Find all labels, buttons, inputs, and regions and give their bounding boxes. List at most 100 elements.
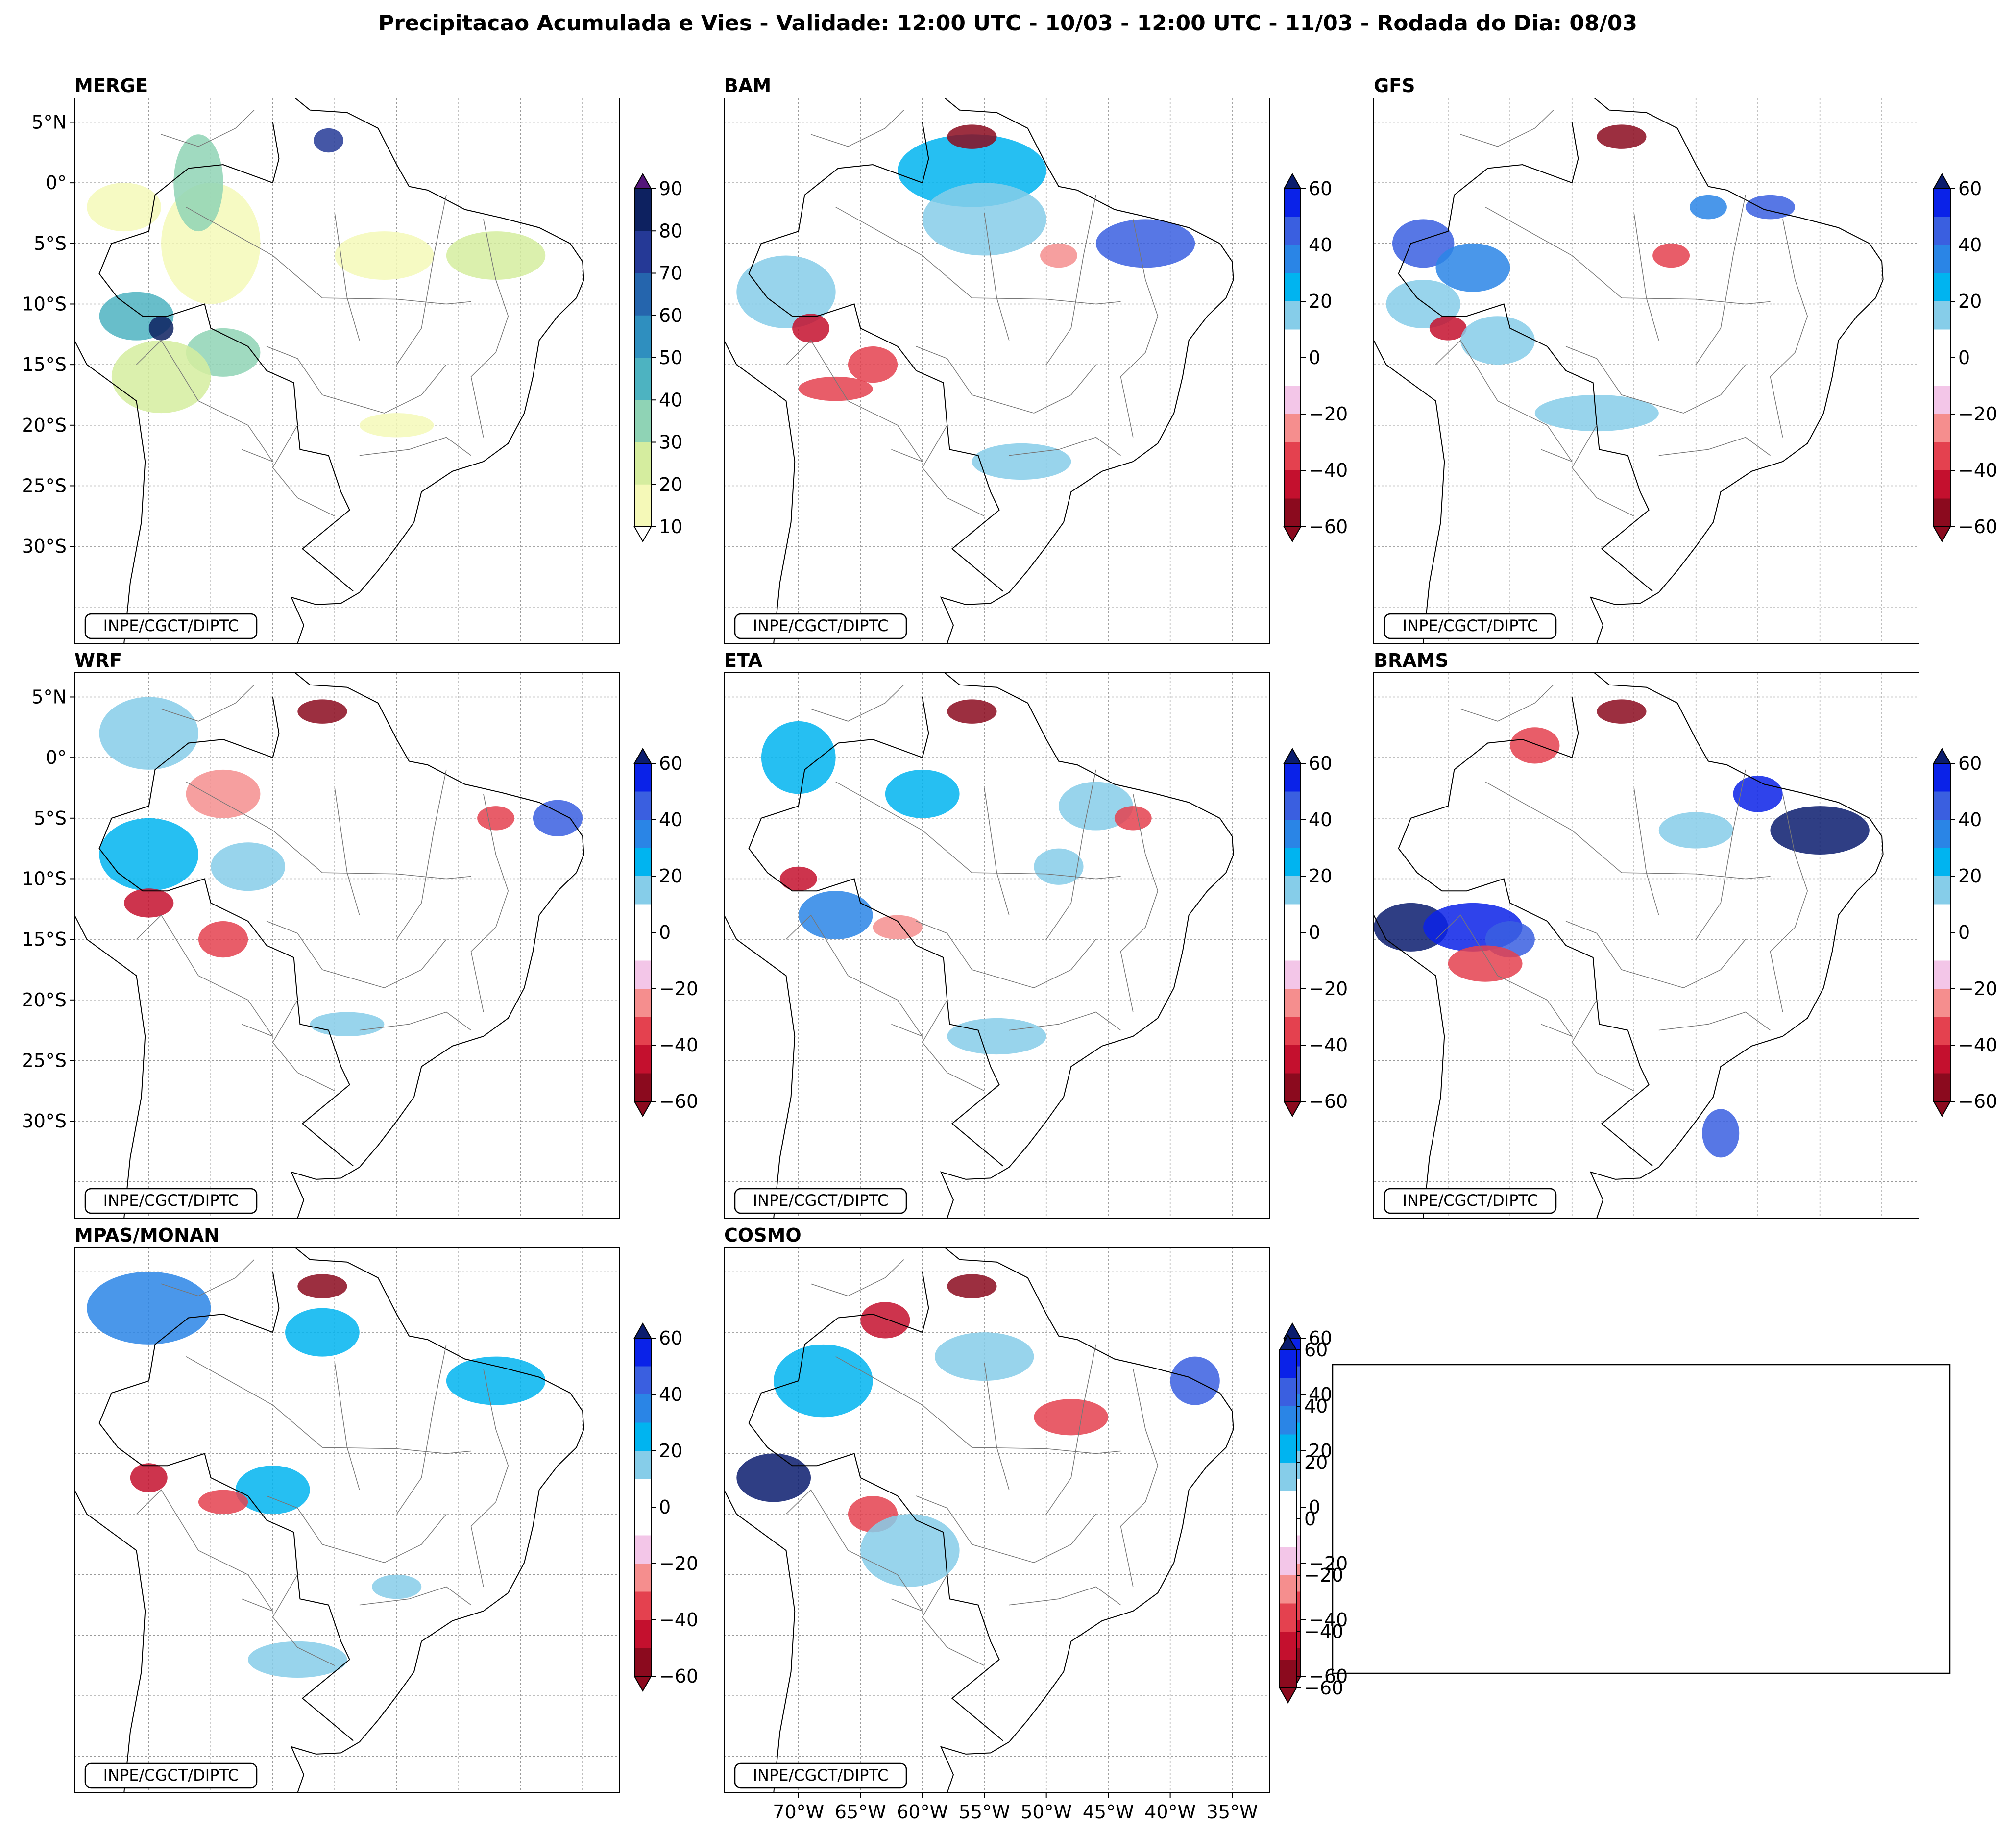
colorbar-segment bbox=[634, 1451, 651, 1479]
colorbar-tick-label: 40 bbox=[1309, 234, 1332, 256]
coastline-east bbox=[940, 673, 1234, 1218]
colorbar-bias: 60 40 20 0 −20 −40 −60 bbox=[1933, 172, 1997, 543]
colorbar-tick-label: −60 bbox=[1309, 516, 1348, 538]
state-border bbox=[1696, 195, 1746, 365]
lat-tick-label: 25°S bbox=[22, 475, 67, 496]
colorbar-segment bbox=[1934, 1045, 1950, 1074]
colorbar-tick-label: −20 bbox=[1958, 978, 1997, 1000]
field-patch bbox=[736, 255, 836, 328]
coastline-east bbox=[290, 1247, 584, 1793]
state-border bbox=[922, 1000, 985, 1091]
colorbar-segment bbox=[1934, 358, 1950, 386]
field-patch bbox=[148, 316, 174, 341]
state-border bbox=[272, 1000, 335, 1091]
colorbar-tick-label: 40 bbox=[659, 809, 682, 831]
colorbar-segment bbox=[1284, 358, 1301, 386]
coastline-west bbox=[1374, 914, 1445, 1218]
field-patch bbox=[1034, 1399, 1109, 1436]
state-border bbox=[810, 110, 904, 147]
state-border bbox=[1009, 1011, 1121, 1031]
field-patch bbox=[198, 921, 248, 958]
colorbar-segment bbox=[634, 442, 651, 485]
state-border bbox=[1435, 340, 1573, 463]
colorbar-segment bbox=[634, 1507, 651, 1536]
colorbar-tick-label: −60 bbox=[1309, 1091, 1348, 1112]
state-border bbox=[161, 1259, 255, 1296]
colorbar-segment bbox=[1934, 470, 1950, 499]
state-border bbox=[272, 1574, 335, 1666]
credit-text: INPE/CGCT/DIPTC bbox=[1403, 616, 1538, 635]
panel-label: GFS bbox=[1374, 75, 1415, 97]
colorbar-segment bbox=[634, 358, 651, 400]
state-border bbox=[1571, 1000, 1634, 1091]
state-border bbox=[1046, 195, 1096, 365]
colorbar-segment bbox=[634, 484, 651, 527]
map-background bbox=[1374, 98, 1919, 643]
colorbar-min-arrow bbox=[633, 1101, 652, 1118]
lat-tick-label: 5°S bbox=[34, 233, 67, 254]
credit-box bbox=[84, 1188, 258, 1214]
colorbar-tick-label: 40 bbox=[1958, 234, 1982, 256]
colorbar-min-arrow bbox=[1283, 1101, 1302, 1118]
colorbar-segment bbox=[634, 876, 651, 905]
state-border bbox=[922, 425, 985, 516]
state-border bbox=[1770, 794, 1808, 1012]
colorbar-tick-label: 0 bbox=[1309, 1496, 1320, 1518]
colorbar-segment bbox=[1284, 904, 1301, 933]
panels-layer: MERGE INPE/CGCT/DIPTC 5°N 0° 5°S 10°S 15°S 20°S… bbox=[22, 75, 1998, 1823]
credit-box bbox=[734, 1188, 907, 1214]
colorbar-tick-label: −40 bbox=[659, 1609, 698, 1631]
colorbar-segment bbox=[634, 273, 651, 316]
colorbar-segment bbox=[1934, 189, 1950, 217]
field-patch bbox=[1770, 806, 1870, 855]
field-patch bbox=[848, 346, 898, 383]
colorbar-segment bbox=[1280, 1519, 1296, 1547]
lat-tick-label: 0° bbox=[46, 172, 67, 194]
colorbar-segment bbox=[1284, 442, 1301, 471]
credit-badge: INPE/CGCT/DIPTC bbox=[734, 613, 907, 639]
colorbar-tick-label: −20 bbox=[1309, 403, 1348, 425]
coastline-west bbox=[74, 339, 146, 643]
colorbar-tick-label: 70 bbox=[659, 263, 682, 284]
state-border bbox=[1120, 1369, 1159, 1587]
state-border bbox=[1658, 437, 1771, 456]
state-border bbox=[1485, 206, 1771, 305]
colorbar-segment bbox=[634, 1366, 651, 1395]
field-patch bbox=[235, 1466, 310, 1515]
colorbar-tick-label: 20 bbox=[1309, 865, 1332, 887]
map-content bbox=[1374, 673, 1919, 1218]
state-border bbox=[334, 787, 360, 915]
colorbar-segment bbox=[1934, 245, 1950, 273]
colorbar-tick-label: 0 bbox=[659, 1496, 671, 1518]
field-patch bbox=[124, 888, 174, 918]
colorbar-segment bbox=[634, 231, 651, 273]
field-patch bbox=[1597, 124, 1647, 149]
coastline-east bbox=[290, 98, 584, 643]
field-patch bbox=[1435, 243, 1510, 292]
state-border bbox=[1658, 1011, 1771, 1031]
colorbar-segment bbox=[1934, 301, 1950, 330]
colorbar-segment bbox=[1284, 989, 1301, 1017]
field-patch bbox=[1733, 776, 1783, 812]
field-patch bbox=[885, 769, 960, 818]
colorbar-segment bbox=[634, 1591, 651, 1620]
colorbar-segment bbox=[1934, 989, 1950, 1017]
map-panel-brams: BRAMS INPE/CGCT/DIPTC 60 40 20 0 −20 −40 −60 bbox=[1373, 650, 1997, 1219]
lat-tick-label: 20°S bbox=[22, 989, 67, 1011]
state-border bbox=[334, 1362, 360, 1490]
map-background bbox=[724, 1247, 1269, 1793]
field-patch bbox=[130, 1463, 168, 1492]
colorbar-tick-label: −40 bbox=[1309, 460, 1348, 481]
colorbar-segment bbox=[1280, 1463, 1296, 1491]
map-content bbox=[74, 1247, 620, 1793]
colorbar-min-arrow bbox=[1283, 526, 1302, 543]
field-patch bbox=[186, 769, 261, 818]
colorbar-segment bbox=[1280, 1603, 1296, 1632]
state-border bbox=[470, 794, 509, 1012]
country-border bbox=[748, 1272, 1003, 1741]
credit-text: INPE/CGCT/DIPTC bbox=[1403, 1191, 1538, 1210]
colorbar-tick-label: 80 bbox=[659, 220, 682, 242]
state-border bbox=[1770, 219, 1808, 438]
lon-tick-label: 45°W bbox=[1083, 1801, 1134, 1823]
state-border bbox=[136, 1489, 274, 1612]
